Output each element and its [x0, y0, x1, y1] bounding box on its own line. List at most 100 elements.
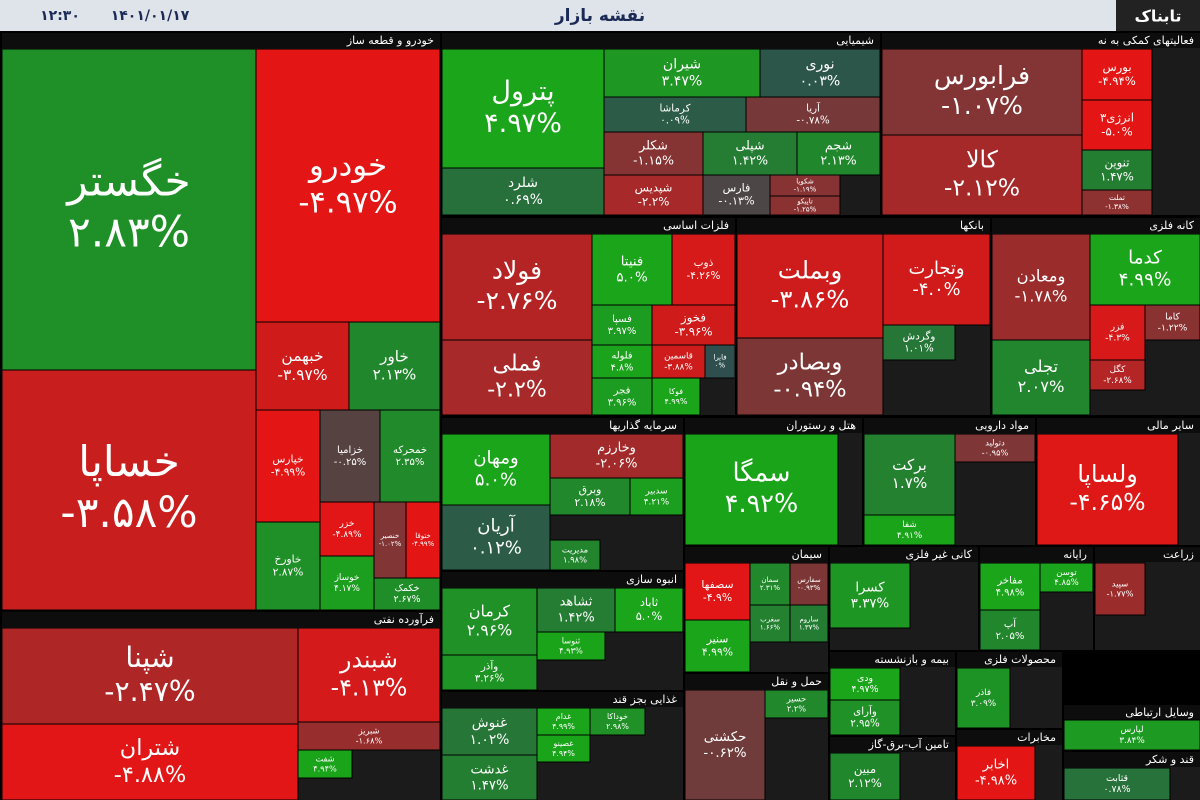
stock-change: ۳.۴۷%: [662, 73, 703, 89]
stock-tile: [882, 233, 991, 326]
stock-change: ۱.۳۷%: [799, 624, 820, 632]
stock-name: ساروم: [799, 615, 818, 623]
stock-tile: [603, 131, 704, 176]
stock-change: ۱.۴۲%: [732, 153, 768, 168]
stock-change: ۴.۹۲%: [725, 489, 798, 519]
stock-name: شبریز: [358, 726, 380, 736]
stock-tile: [684, 689, 766, 800]
sector-name: قند و شکر: [1145, 753, 1194, 766]
stock-tile: [549, 539, 601, 571]
stock-name: کدما: [1128, 248, 1162, 269]
stock-change: -۴.۳%: [1105, 333, 1130, 344]
stock-tile: [1089, 304, 1146, 361]
stock-change: -۰.۹۳%: [798, 584, 821, 592]
stock-change: -۳.۹۶%: [674, 325, 712, 339]
sector-header: [2, 612, 440, 627]
stock-change: -۰.۷۸%: [796, 115, 830, 127]
stock-tile: [745, 96, 881, 133]
stock-tile: [591, 233, 673, 306]
stock-tile: [255, 48, 441, 323]
stock-tile: [704, 344, 736, 379]
stock-tile: [651, 344, 706, 379]
sector-name: سیمان: [792, 548, 822, 561]
stock-name: خمحرکه: [393, 445, 427, 456]
stock-name: دتولید: [985, 438, 1005, 448]
stock-name: فولاد: [492, 256, 542, 285]
stock-tile: [591, 304, 653, 346]
stock-tile: [789, 562, 829, 606]
stock-tile: [255, 321, 350, 411]
stock-name: خپارس: [272, 453, 303, 466]
sector-header: [830, 547, 978, 562]
stock-change: ۱.۴۷%: [470, 778, 508, 793]
stock-tile: [441, 654, 538, 691]
stock-tile: [863, 514, 956, 546]
stock-name: شلرد: [508, 175, 538, 191]
sector-name: غذایی بجز قند: [613, 693, 678, 706]
stock-name: وآرای: [853, 704, 877, 717]
stock-change: -۴.۹%: [703, 591, 732, 604]
stock-change: ۱.۷%: [892, 474, 928, 492]
stock-tile: [1, 369, 257, 611]
stock-name: تنوین: [1105, 156, 1130, 171]
stock-change: ۴.۹۴%: [313, 763, 337, 773]
stock-name: ثنوسا: [562, 636, 580, 646]
stock-tile: [441, 504, 551, 571]
stock-change: ۴.۹۸%: [996, 588, 1025, 599]
sector-name: سایر مالی: [1147, 419, 1194, 432]
stock-tile: [549, 433, 684, 479]
stock-name: وآذر: [480, 659, 498, 672]
stock-name: تجلی: [1024, 357, 1058, 376]
sector-header: [685, 547, 828, 562]
sector-header: [1064, 752, 1200, 767]
stock-change: ۲.۱۳%: [820, 153, 856, 168]
stock-name: تاپیکو: [796, 197, 813, 205]
stock-tile: [956, 667, 1011, 729]
stock-change: -۱.۲۵%: [794, 206, 817, 214]
sector-header: [830, 737, 955, 752]
stock-tile: [441, 167, 605, 216]
stock-name: شتران: [120, 735, 180, 761]
stock-change: -۲.۶۸%: [1103, 376, 1132, 386]
stock-tile: [589, 707, 646, 736]
stock-change: ۴.۱۷%: [334, 584, 360, 594]
stock-name: غدام: [556, 712, 571, 721]
stock-change: ۲.۹۸%: [606, 722, 629, 731]
stock-name: فسپا: [612, 314, 632, 325]
stock-tile: [651, 304, 736, 346]
stock-tile: [979, 562, 1041, 611]
stock-tile: [671, 233, 736, 306]
stock-name: خبهمن: [281, 347, 323, 366]
sector-header: [957, 652, 1062, 667]
stock-change: -۲.۲%: [487, 378, 547, 403]
stock-name: شپنا: [125, 641, 174, 674]
stock-tile: [297, 749, 353, 779]
stock-name: آپ: [1004, 617, 1017, 630]
stock-tile: [736, 337, 884, 416]
stock-tile: [1081, 99, 1153, 151]
stock-change: -۳.۸۶%: [771, 285, 850, 314]
stock-name: غدشت: [471, 763, 509, 778]
stock-name: خگستر: [65, 157, 190, 206]
stock-name: وخارزم: [597, 441, 636, 456]
stock-name: آریان: [477, 514, 515, 537]
stock-name: سغرب: [760, 615, 780, 623]
stock-tile: [1089, 359, 1146, 391]
stock-name: وتجارت: [909, 258, 965, 279]
stock-name: خودرو: [307, 149, 387, 184]
stock-change: ۱.۶۶%: [760, 624, 781, 632]
stock-tile: [1081, 149, 1153, 191]
stock-change: ۱.۹۸%: [563, 555, 587, 565]
stock-name: خاور: [379, 347, 409, 365]
stock-name: شبندر: [339, 645, 398, 673]
stock-change: ۵.۰%: [636, 609, 663, 623]
stock-change: ۴.۹۷%: [851, 684, 878, 695]
stock-change: -۱.۱۵%: [633, 153, 674, 168]
stock-name: قثابت: [1106, 773, 1128, 784]
sector-name: سرمایه گذاریها: [609, 419, 677, 432]
stock-name: فخوز: [680, 310, 706, 325]
stock-change: -۴.۱۳%: [331, 674, 408, 702]
stock-name: تملت: [1109, 193, 1125, 202]
stock-name: کرمان: [469, 602, 511, 622]
stock-name: بورس: [1102, 60, 1131, 75]
